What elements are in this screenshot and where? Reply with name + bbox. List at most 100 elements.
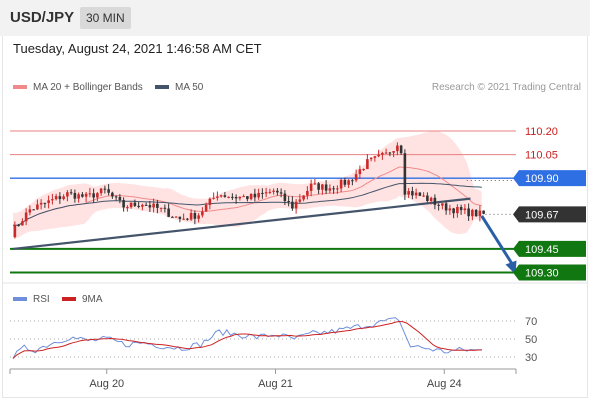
level-label-110.05: 110.05 [525, 150, 558, 162]
candle-body [171, 216, 174, 218]
legend-swatch-ma20 [13, 85, 27, 89]
forecast-arrow-head [505, 260, 517, 275]
candle-body [418, 192, 422, 196]
timeframe-badge[interactable]: 30 MIN [80, 7, 131, 29]
candle-body [414, 192, 418, 196]
candle-body [317, 183, 320, 190]
candle-body [448, 208, 452, 211]
rsi-tick-50: 50 [525, 334, 537, 346]
candle-body [103, 188, 107, 190]
candle-body [441, 203, 444, 206]
candle-body [81, 194, 84, 197]
candle-body [459, 206, 463, 211]
candle-body [126, 207, 129, 209]
level-label-109.67: 109.67 [525, 209, 559, 221]
candle-body [88, 193, 92, 195]
candle-body [396, 145, 399, 152]
candle-body [227, 196, 230, 198]
candle-body [474, 209, 478, 217]
candle-body [426, 195, 429, 201]
candle-body [201, 211, 204, 216]
candle-body [208, 198, 212, 205]
candle-body [302, 195, 305, 200]
candle-body [167, 208, 170, 217]
candle-body [471, 209, 474, 217]
candle-body [141, 204, 144, 207]
candle-body [148, 205, 152, 208]
candle-body [328, 188, 332, 191]
candle-body [204, 204, 208, 212]
candle-body [294, 201, 298, 209]
level-label-109.45: 109.45 [525, 244, 559, 256]
candle-body [13, 225, 17, 238]
level-label-109.30-tag [513, 264, 586, 281]
candle-body [478, 210, 482, 217]
level-label-110.20: 110.20 [525, 126, 558, 138]
legend-swatch-ma50 [155, 85, 169, 89]
candle-body [407, 191, 410, 195]
candle-body [77, 194, 80, 199]
candle-body [96, 193, 99, 198]
candle-body [58, 196, 62, 200]
candle-body [137, 205, 140, 207]
x-axis: Aug 20 Aug 21 Aug 24 [89, 369, 462, 390]
level-label-109.45-tag [513, 240, 586, 257]
candle-body [336, 188, 339, 190]
credit-text: Research © 2021 Trading Central [432, 82, 581, 93]
candle-body [84, 193, 88, 197]
candle-body [399, 145, 403, 154]
candle-body [444, 203, 448, 211]
candle-body [54, 196, 58, 200]
rsi-ma-line [12, 320, 482, 359]
candle-body [174, 216, 178, 218]
candle-body [197, 215, 200, 219]
candle-body [332, 188, 335, 190]
candle-body [21, 221, 24, 226]
currency-pair-title: USD/JPY [10, 9, 75, 26]
x-tick-label: Aug 24 [427, 378, 462, 390]
candle-body [347, 180, 350, 185]
forecast-arrow-shaft [480, 215, 514, 266]
candle-body [189, 212, 193, 220]
candle-body [234, 197, 238, 199]
candle-body [313, 183, 317, 185]
candle-body [186, 218, 189, 220]
candle-body [437, 204, 440, 206]
level-label-109.90: 109.90 [525, 173, 559, 185]
candle-body [32, 209, 35, 211]
candle-body [99, 188, 103, 194]
level-label-109.30: 109.30 [525, 268, 559, 280]
candle-body [43, 202, 47, 204]
level-label-109.67-tag [513, 206, 586, 223]
candle-body [411, 191, 414, 196]
candle-body [159, 207, 163, 209]
candle-body [212, 197, 215, 199]
candle-body [321, 184, 324, 190]
candle-body [129, 202, 133, 208]
x-tick-label: Aug 20 [89, 378, 124, 390]
rsi-plot: 70 50 30 [10, 316, 537, 364]
candle-body [238, 196, 242, 199]
bollinger-band [13, 130, 482, 238]
candle-body [261, 192, 264, 194]
candle-body [51, 199, 54, 201]
trend-line [12, 197, 471, 251]
candle-body [69, 192, 73, 194]
candle-body [272, 190, 275, 192]
candle-body [456, 206, 459, 214]
candle-body [144, 204, 148, 206]
candle-body [242, 196, 245, 198]
candle-body [403, 153, 407, 195]
candle-body [264, 192, 268, 194]
main-legend: MA 20 + Bollinger Bands MA 50 [13, 82, 204, 93]
candle-body [268, 191, 272, 193]
candle-body [422, 195, 425, 197]
candle-body [122, 200, 125, 208]
candle-body [463, 208, 467, 211]
candle-body [373, 156, 377, 158]
legend-label-rsi: RSI [33, 294, 50, 305]
legend-label-ma20: MA 20 + Bollinger Bands [33, 82, 143, 93]
candle-body [324, 184, 328, 191]
candle-body [163, 207, 167, 209]
